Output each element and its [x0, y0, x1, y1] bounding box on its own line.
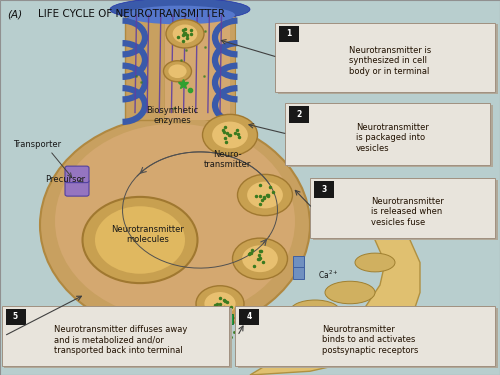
Text: 5: 5 — [13, 312, 18, 321]
FancyBboxPatch shape — [65, 166, 89, 183]
FancyBboxPatch shape — [268, 314, 278, 324]
FancyBboxPatch shape — [289, 106, 309, 123]
FancyBboxPatch shape — [4, 308, 232, 368]
FancyBboxPatch shape — [292, 267, 304, 279]
Circle shape — [242, 245, 278, 272]
FancyBboxPatch shape — [310, 178, 495, 238]
FancyBboxPatch shape — [239, 309, 259, 325]
Text: 4: 4 — [246, 312, 252, 321]
Text: Neurotransmitter is
synthesized in cell
body or in terminal: Neurotransmitter is synthesized in cell … — [349, 46, 431, 76]
FancyBboxPatch shape — [288, 105, 492, 167]
FancyBboxPatch shape — [279, 26, 299, 42]
Text: Neurotransmitter
is released when
vesicles fuse: Neurotransmitter is released when vesicl… — [371, 197, 444, 227]
Circle shape — [196, 286, 244, 322]
Circle shape — [95, 206, 185, 274]
Polygon shape — [125, 11, 165, 120]
Text: Precursor: Precursor — [45, 176, 85, 184]
FancyBboxPatch shape — [6, 309, 25, 325]
Text: Neurotransmitter
molecules: Neurotransmitter molecules — [111, 225, 184, 244]
Circle shape — [166, 20, 204, 48]
FancyBboxPatch shape — [2, 306, 229, 366]
Text: 1: 1 — [286, 29, 292, 38]
Circle shape — [172, 24, 198, 43]
FancyBboxPatch shape — [65, 180, 89, 196]
FancyBboxPatch shape — [285, 103, 490, 165]
Polygon shape — [165, 11, 230, 120]
Text: Neurotransmitter
binds to and activates
postsynaptic receptors: Neurotransmitter binds to and activates … — [322, 325, 418, 355]
FancyBboxPatch shape — [245, 314, 255, 324]
Ellipse shape — [55, 124, 295, 319]
Ellipse shape — [355, 253, 395, 272]
Text: 2: 2 — [296, 110, 302, 119]
Circle shape — [247, 182, 283, 209]
FancyBboxPatch shape — [222, 314, 232, 324]
Text: LIFE CYCLE OF NEUROTRANSMITTER: LIFE CYCLE OF NEUROTRANSMITTER — [38, 9, 224, 20]
Text: Neurotransmitter
is packaged into
vesicles: Neurotransmitter is packaged into vesicl… — [356, 123, 429, 153]
FancyBboxPatch shape — [312, 180, 498, 240]
Text: Neurotransmitter diffuses away
and is metabolized and/or
transported back into t: Neurotransmitter diffuses away and is me… — [54, 325, 187, 355]
FancyBboxPatch shape — [235, 306, 495, 366]
Text: 3: 3 — [322, 185, 326, 194]
Ellipse shape — [290, 300, 340, 322]
Ellipse shape — [325, 281, 375, 304]
FancyBboxPatch shape — [314, 181, 334, 198]
Circle shape — [202, 114, 258, 156]
Ellipse shape — [125, 6, 235, 24]
FancyBboxPatch shape — [292, 256, 304, 268]
Polygon shape — [220, 11, 235, 120]
Text: Transporter: Transporter — [14, 140, 62, 149]
Polygon shape — [250, 217, 420, 375]
Circle shape — [232, 238, 287, 279]
Circle shape — [204, 292, 236, 315]
Circle shape — [212, 122, 248, 148]
FancyBboxPatch shape — [238, 308, 498, 368]
Ellipse shape — [110, 0, 250, 21]
Circle shape — [238, 174, 292, 216]
FancyBboxPatch shape — [278, 24, 498, 94]
FancyBboxPatch shape — [198, 314, 207, 324]
Text: (A): (A) — [7, 9, 22, 20]
FancyBboxPatch shape — [275, 22, 495, 92]
Text: Ca$^{2+}$: Ca$^{2+}$ — [318, 268, 338, 281]
Circle shape — [164, 61, 192, 82]
Text: Biosynthetic
enzymes: Biosynthetic enzymes — [146, 106, 199, 125]
Ellipse shape — [40, 116, 310, 334]
Circle shape — [168, 64, 186, 78]
Text: Neuro-
transmitter: Neuro- transmitter — [204, 150, 251, 169]
Circle shape — [82, 197, 198, 283]
